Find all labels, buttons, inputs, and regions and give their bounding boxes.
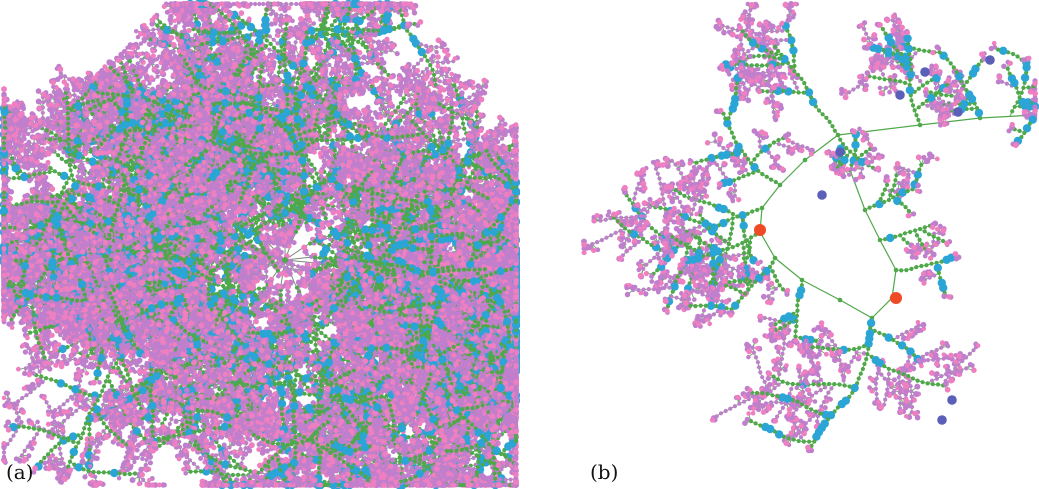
tree-graph-a: [0, 0, 520, 489]
panel-a-tree-graph: [0, 0, 520, 489]
